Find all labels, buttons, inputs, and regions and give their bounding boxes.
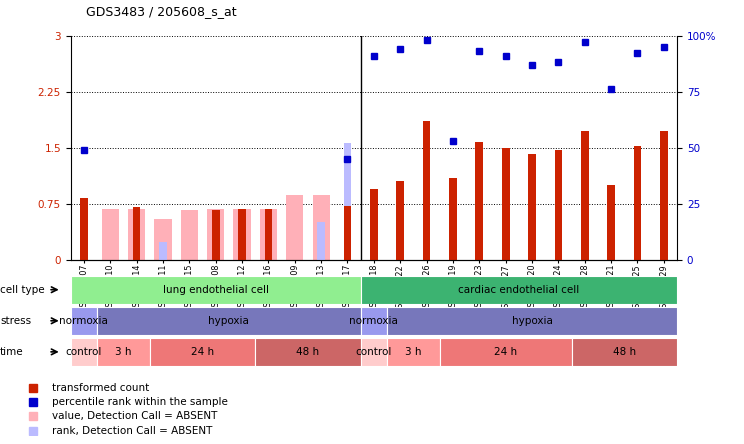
Text: cell type: cell type (0, 285, 45, 295)
Bar (475, 143, 483, 260)
Bar (71, 307, 97, 335)
Bar (150, 338, 255, 366)
Bar (128, 209, 145, 260)
Text: hypoxia: hypoxia (208, 316, 249, 326)
Bar (387, 338, 440, 366)
Bar (312, 195, 330, 260)
Bar (212, 210, 219, 260)
Bar (501, 147, 510, 260)
Text: cardiac endothelial cell: cardiac endothelial cell (458, 285, 580, 295)
Bar (634, 146, 641, 260)
Text: 3 h: 3 h (115, 347, 132, 357)
Bar (159, 242, 167, 260)
Bar (255, 338, 361, 366)
Text: transformed count: transformed count (52, 382, 150, 392)
Text: normoxia: normoxia (60, 316, 109, 326)
Bar (317, 222, 325, 260)
Bar (361, 338, 387, 366)
Bar (660, 131, 667, 260)
Bar (132, 207, 141, 260)
Bar (265, 209, 272, 260)
Text: control: control (65, 347, 102, 357)
Bar (344, 206, 351, 260)
Bar (80, 198, 88, 260)
Bar (361, 276, 677, 304)
Bar (361, 307, 387, 335)
Bar (238, 209, 246, 260)
Bar (155, 218, 172, 260)
Text: time: time (0, 347, 24, 357)
Bar (102, 209, 119, 260)
Text: GDS3483 / 205608_s_at: GDS3483 / 205608_s_at (86, 5, 236, 18)
Bar (97, 338, 150, 366)
Text: 48 h: 48 h (613, 347, 636, 357)
Bar (234, 209, 251, 260)
Text: 24 h: 24 h (494, 347, 517, 357)
Bar (181, 210, 198, 260)
Bar (581, 131, 589, 260)
Bar (528, 154, 536, 260)
Bar (423, 122, 431, 260)
Text: value, Detection Call = ABSENT: value, Detection Call = ABSENT (52, 411, 218, 421)
Bar (71, 276, 361, 304)
Text: 48 h: 48 h (296, 347, 319, 357)
Bar (571, 338, 677, 366)
Bar (440, 338, 571, 366)
Bar (344, 143, 351, 260)
Text: 3 h: 3 h (405, 347, 422, 357)
Bar (449, 178, 457, 260)
Text: normoxia: normoxia (350, 316, 398, 326)
Bar (97, 307, 361, 335)
Bar (207, 209, 224, 260)
Bar (387, 307, 677, 335)
Bar (71, 338, 97, 366)
Bar (286, 195, 304, 260)
Bar (397, 181, 404, 260)
Bar (370, 189, 378, 260)
Text: percentile rank within the sample: percentile rank within the sample (52, 397, 228, 407)
Text: rank, Detection Call = ABSENT: rank, Detection Call = ABSENT (52, 426, 213, 436)
Text: stress: stress (0, 316, 31, 326)
Bar (260, 209, 277, 260)
Text: hypoxia: hypoxia (512, 316, 553, 326)
Text: 24 h: 24 h (191, 347, 214, 357)
Bar (554, 150, 562, 260)
Bar (607, 185, 615, 260)
Text: control: control (356, 347, 392, 357)
Text: lung endothelial cell: lung endothelial cell (163, 285, 269, 295)
